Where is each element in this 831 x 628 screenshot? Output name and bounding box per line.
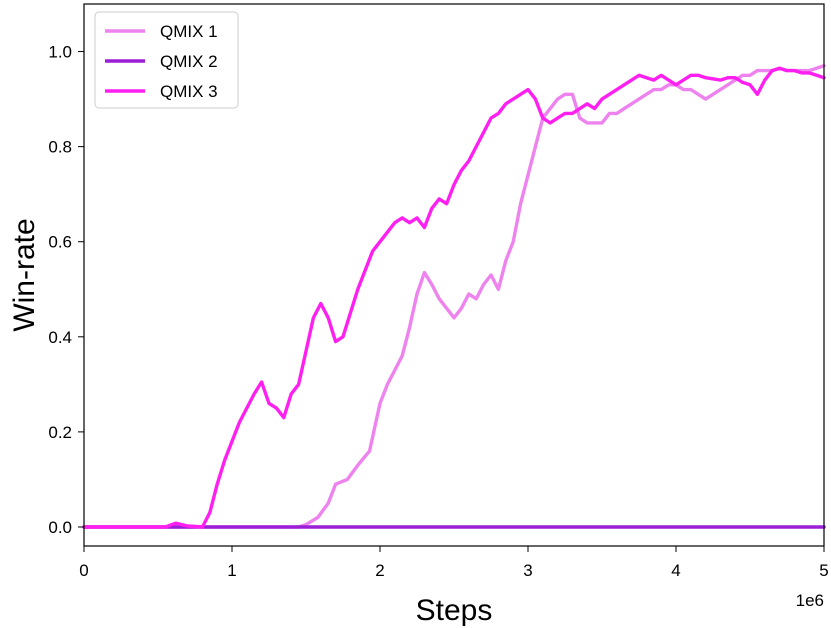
y-tick-label: 0.8 [48, 138, 72, 157]
x-axis-ticks: 0 1 2 3 4 5 [79, 546, 829, 580]
series-line-3 [82, 66, 826, 529]
x-tick-label: 3 [523, 561, 532, 580]
series-layer [82, 64, 826, 529]
y-axis-ticks: 0.0 0.2 0.4 0.6 0.8 1.0 [48, 43, 84, 537]
x-tick-label: 2 [375, 561, 384, 580]
legend-label: QMIX 1 [160, 22, 218, 41]
x-tick-label: 0 [79, 561, 88, 580]
x-tick-label: 5 [819, 561, 828, 580]
series-line-1 [82, 64, 826, 529]
legend-label: QMIX 3 [160, 82, 218, 101]
y-tick-label: 0.0 [48, 518, 72, 537]
y-tick-label: 0.4 [48, 328, 72, 347]
y-tick-label: 0.6 [48, 233, 72, 252]
y-tick-label: 1.0 [48, 43, 72, 62]
y-tick-label: 0.2 [48, 423, 72, 442]
legend-box [94, 11, 239, 109]
x-axis-title: Steps [416, 594, 493, 627]
legend-label: QMIX 2 [160, 52, 218, 71]
plot-frame [83, 3, 825, 547]
x-axis-offset-label: 1e6 [796, 591, 824, 610]
x-tick-label: 1 [227, 561, 236, 580]
y-axis-title: Win-rate [8, 218, 41, 331]
legend: QMIX 1 QMIX 2 QMIX 3 [94, 11, 239, 109]
x-tick-label: 4 [671, 561, 680, 580]
